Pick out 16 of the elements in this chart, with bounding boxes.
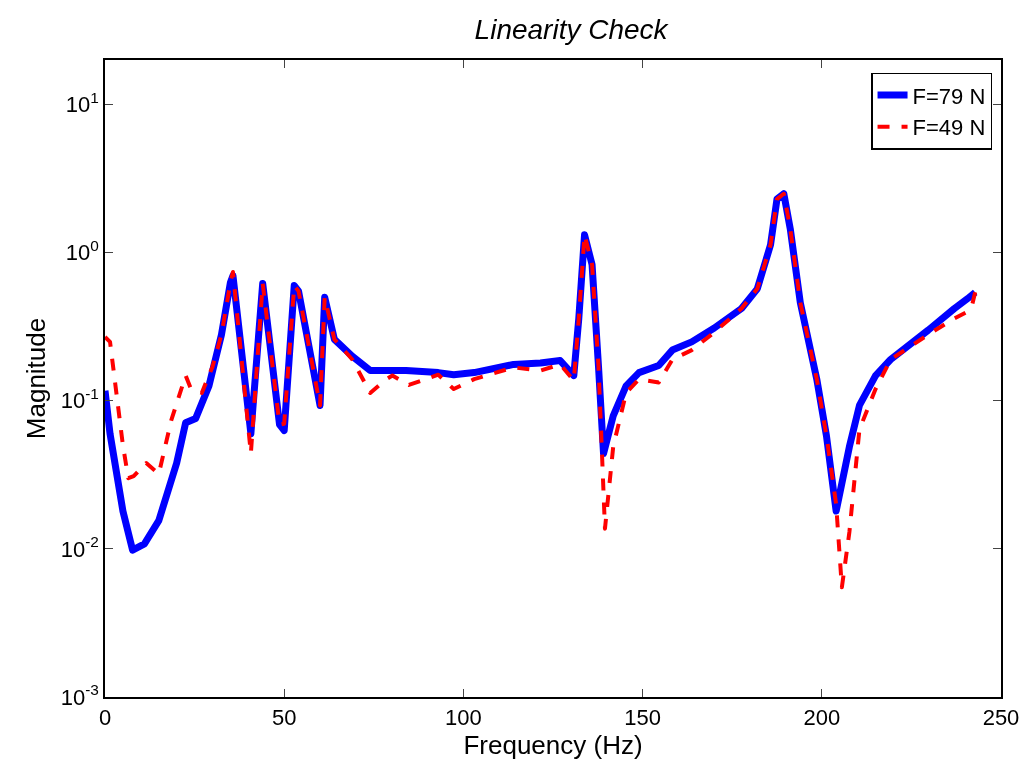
y-axis-title: Magnitude — [20, 317, 51, 440]
x-tick-label: 50 — [271, 705, 297, 731]
y-tick-label: 10$^{1}$ — [65, 89, 99, 118]
legend-label: F=79 N — [912, 83, 986, 109]
x-axis-title: Frequency (Hz) — [463, 730, 643, 761]
y-tick-label: 10$^{0}$ — [65, 237, 99, 266]
y-tick-label: 10$^{-2}$ — [60, 533, 99, 562]
x-tick-label: 200 — [803, 705, 841, 731]
y-tick-label: 10$^{-1}$ — [60, 385, 99, 414]
chart-title: Linearity Check — [474, 13, 670, 45]
x-tick-label: 150 — [624, 705, 661, 731]
y-tick-label: 10$^{-3}$ — [60, 681, 99, 710]
x-tick-label: 0 — [98, 705, 112, 731]
x-tick-label: 250 — [982, 705, 1020, 731]
x-tick-label: 100 — [445, 705, 482, 731]
legend-label: F=49 N — [912, 115, 986, 141]
